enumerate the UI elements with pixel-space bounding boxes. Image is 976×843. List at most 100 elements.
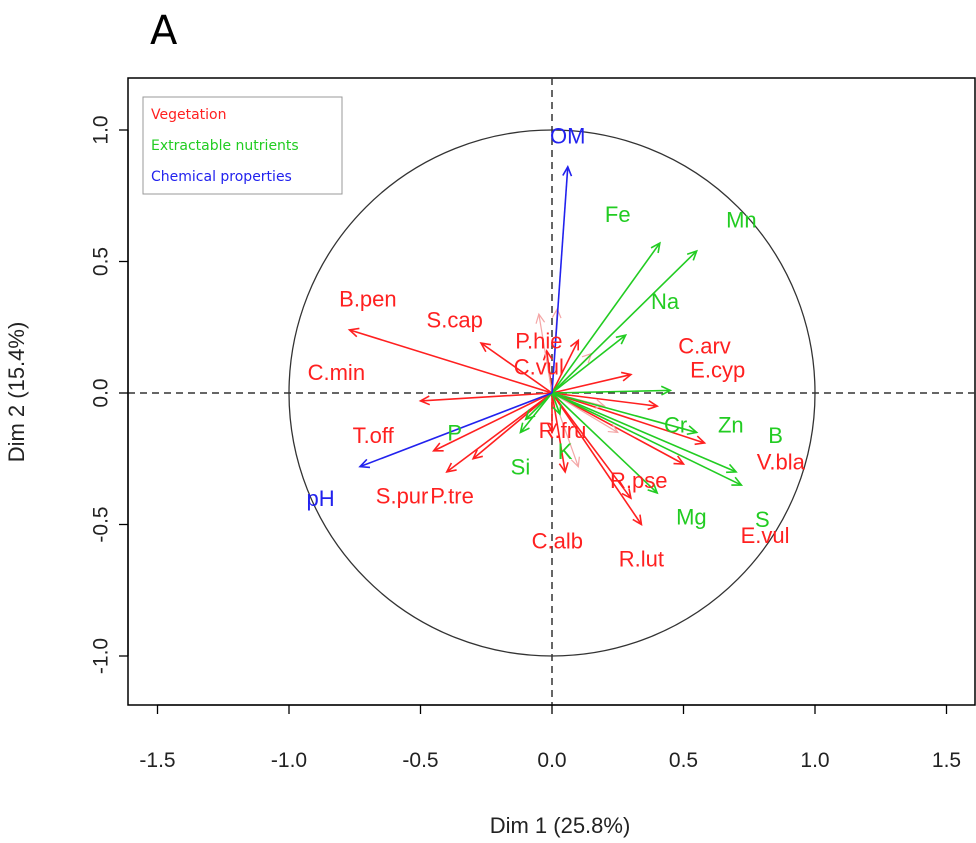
arrow-shaft-b-pen [349,329,553,394]
arrow-shaft-mn [551,250,698,394]
label-c-alb: C.alb [532,528,583,553]
arrow-shaft-c-alb [551,392,566,473]
arrow-head-vegetation-19 [535,312,546,324]
arrow-head-om [562,164,573,177]
arrow-head-r-fru [546,423,558,435]
x-tick-label: -0.5 [402,749,438,772]
arrow-shaft-k [551,392,561,415]
arrow-head-r-lut [632,514,643,527]
arrow-shaft-zn [551,392,697,434]
arrow-head-s-pur [445,462,457,474]
label-c-arv: C.arv [678,334,731,359]
label-p-hie: P.hie [515,328,562,353]
label-b-pen: B.pen [339,286,397,311]
legend: Vegetation Extractable nutrients Chemica… [142,96,343,195]
x-tick-label: 1.5 [932,749,961,772]
arrow-s [551,392,744,486]
arrow-head-vegetation-16 [594,399,606,409]
label-om: OM [550,123,585,148]
arrow-head-v-bla [694,435,707,446]
label-s-pur: S.pur [376,484,429,509]
arrow-head-mg [647,483,659,495]
arrow-shaft-t-off [433,392,553,452]
arrow-shaft-p-hie [551,340,580,394]
arrow-s-pur [445,392,553,474]
arrow-om [551,164,573,394]
arrow-shaft-mg [551,392,658,494]
label-fe: Fe [605,202,631,227]
arrow-r-lut [551,392,643,527]
y-tick-label: -1.0 [90,638,113,674]
label-ph: pH [306,486,334,511]
arrow-t-off [431,392,553,452]
arrow-shaft-p-tre [472,392,553,460]
arrow-mn [551,249,698,394]
arrow-head-mn [686,249,698,261]
arrow-head-b-pen [347,327,360,338]
arrow-shaft-fe [551,242,661,394]
arrow-head-zn [686,425,699,436]
arrow-b [551,392,738,474]
label-na: Na [651,289,680,314]
arrow-mg [551,392,659,495]
label-p: P [447,420,462,445]
arrow-shaft-s [551,392,742,486]
label-c-vul: C.vul [514,355,564,380]
y-tick-label: 1.0 [90,115,113,144]
arrow-head-e-cyp [647,400,660,411]
arrow-zn [551,392,699,436]
arrow-head-t-off [431,442,444,452]
arrow-shaft-r-pse [551,392,632,499]
arrow-shaft-v-bla [551,392,705,444]
legend-entry-extractable-nutrients: Extractable nutrients [151,138,299,154]
arrow-head-na [615,334,628,345]
label-k: K [558,439,573,464]
label-cr: Cr [664,413,687,438]
label-r-pse: R.pse [610,468,667,493]
arrow-shaft-ph [359,392,553,468]
arrow-head-si [524,409,536,421]
arrow-shaft-vegetation-19 [538,314,553,394]
arrow-ph [358,392,553,469]
arrow-head-vegetation-18 [607,423,619,434]
arrow-na [551,334,628,394]
arrow-cr [551,385,673,396]
arrow-e-vul [551,392,686,465]
arrow-shaft-b [551,392,737,473]
arrow-head-s [731,476,744,486]
arrow-shaft-si [525,392,553,420]
label-e-vul: E.vul [741,523,790,548]
x-tick-label: 0.0 [537,749,566,772]
arrow-shaft-e-cyp [551,392,658,407]
arrow-head-vegetation-21 [570,456,580,468]
label-e-cyp: E.cyp [690,357,745,382]
panel-label: A [150,8,178,54]
arrow-s-cap [479,341,553,394]
arrow-head-r-pse [621,488,633,500]
arrow-shaft-c-arv [551,373,632,394]
arrow-head-s-cap [479,341,491,353]
arrow-shaft-cr [551,389,671,394]
y-axis-title: Dim 2 (15.4%) [4,322,29,463]
x-tick-label: 0.5 [669,749,698,772]
arrow-r-fru [546,393,558,435]
legend-entry-chemical-properties: Chemical properties [151,169,292,185]
arrow-shaft-r-lut [551,392,643,525]
arrow-head-p-hie [569,338,580,351]
arrow-v-bla [551,392,707,446]
arrow-head-c-vul [542,349,553,361]
label-v-bla: V.bla [757,449,806,474]
arrow-shaft-vegetation-18 [551,392,619,433]
arrow-shaft-s-pur [446,392,553,473]
label-s-cap: S.cap [427,307,483,332]
label-s: S [755,507,770,532]
arrow-shaft-om [551,166,569,394]
arrow-c-alb [551,392,569,474]
x-tick-label: -1.5 [139,749,175,772]
arrow-c-min [418,392,553,406]
arrow-head-p [519,422,530,434]
arrow-si [524,392,553,421]
arrow-fe [551,241,661,394]
label-c-min: C.min [308,360,365,385]
